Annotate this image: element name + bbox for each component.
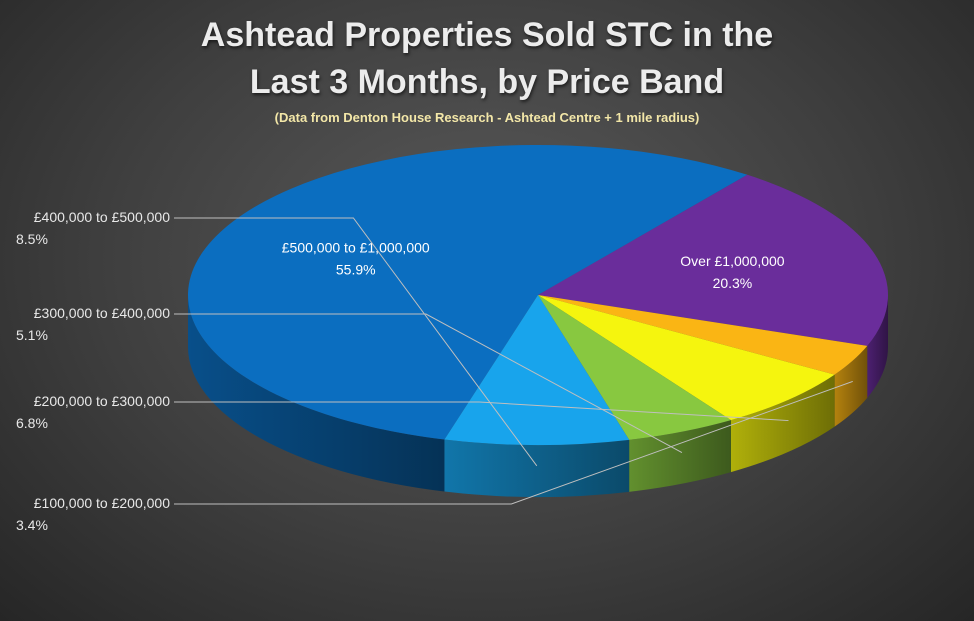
pie-top-faces bbox=[187, 144, 888, 445]
slice-label-name: £100,000 to £200,000 bbox=[34, 495, 170, 511]
slice-label-5: £300,000 to £400,000 5.1% bbox=[16, 305, 683, 453]
slice-label-name: £500,000 to £1,000,000 bbox=[282, 240, 430, 256]
slice-label-value: 3.4% bbox=[16, 517, 48, 533]
slice-label-value: 20.3% bbox=[713, 275, 753, 291]
slice-leader-line bbox=[174, 313, 683, 453]
slice-label-name: £200,000 to £300,000 bbox=[34, 393, 170, 409]
slice-leader-line bbox=[174, 401, 789, 422]
slice-label-value: 8.5% bbox=[16, 231, 48, 247]
slice-label-3: £100,000 to £200,000 3.4% bbox=[16, 380, 853, 533]
slice-label-name: £400,000 to £500,000 bbox=[34, 209, 170, 225]
slice-label-value: 5.1% bbox=[16, 327, 48, 343]
slice-label-4: £200,000 to £300,000 6.8% bbox=[16, 393, 789, 431]
slice-leader-line bbox=[174, 380, 853, 505]
chart-subtitle: (Data from Denton House Research - Ashte… bbox=[274, 110, 700, 125]
chart-title-line-1: Ashtead Properties Sold STC in the bbox=[200, 16, 774, 54]
pie-side-6 bbox=[444, 439, 630, 498]
slice-leader-line bbox=[174, 217, 538, 467]
pie-slice-2 bbox=[538, 174, 888, 346]
pie-side-3 bbox=[834, 345, 868, 427]
pie-side-1 bbox=[188, 295, 445, 492]
pie-labels: £500,000 to £1,000,000 55.9% Over £1,000,0… bbox=[16, 209, 853, 533]
pie-slice-5 bbox=[538, 295, 731, 440]
pie-side-2 bbox=[867, 295, 888, 398]
slice-label-2: Over £1,000,000 20.3% bbox=[680, 253, 785, 291]
slice-label-value: 6.8% bbox=[16, 415, 48, 431]
slice-label-6: £400,000 to £500,000 8.5% bbox=[16, 209, 538, 467]
pie-slice-3 bbox=[538, 295, 868, 375]
pie-slice-6 bbox=[444, 295, 630, 445]
slice-label-value: 55.9% bbox=[336, 262, 376, 278]
pie-slice-1 bbox=[187, 144, 748, 440]
slice-label-1: £500,000 to £1,000,000 55.9% bbox=[282, 240, 430, 278]
pie-slice-4 bbox=[538, 295, 835, 421]
chart-title-line-2: Last 3 Months, by Price Band bbox=[249, 63, 725, 101]
slice-label-name: Over £1,000,000 bbox=[680, 253, 785, 269]
slice-label-name: £300,000 to £400,000 bbox=[34, 305, 170, 321]
pie-side-4 bbox=[730, 374, 835, 473]
